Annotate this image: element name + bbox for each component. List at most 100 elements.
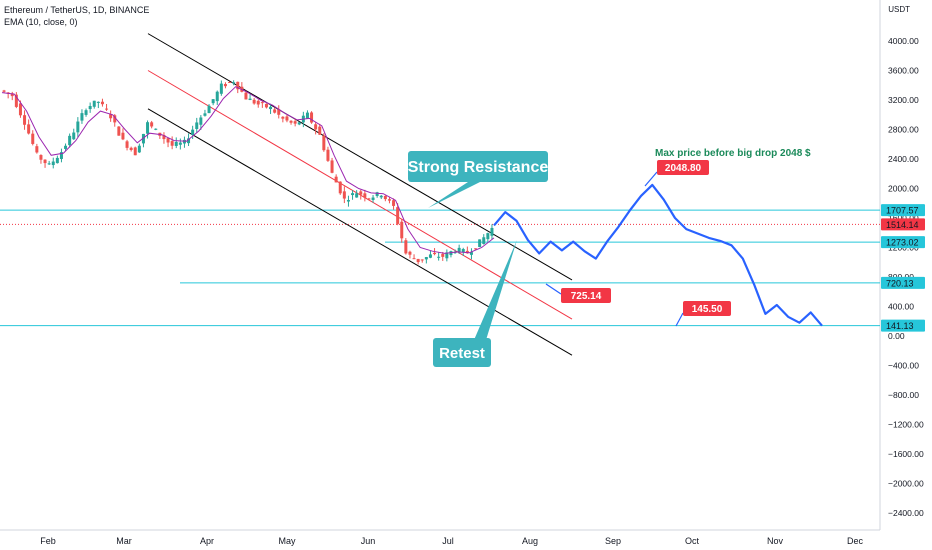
current-price-tag (881, 218, 925, 231)
candle-body (162, 135, 166, 140)
candle-body (469, 252, 473, 255)
candle-body (146, 122, 150, 134)
candle-body (314, 124, 318, 130)
retest-callout-text: Retest (439, 345, 485, 362)
candle-body (428, 254, 432, 258)
candle-body (207, 105, 211, 114)
candle-body (482, 237, 486, 244)
candle-body (404, 240, 408, 254)
x-tick-label-may: May (278, 536, 296, 546)
candle-body (76, 121, 80, 133)
candle-body (269, 106, 273, 110)
candle-body (379, 195, 383, 198)
candle-body (109, 114, 113, 119)
candle-body (228, 81, 232, 83)
candle-body (367, 198, 371, 200)
candle-body (363, 193, 367, 198)
candle-body (260, 102, 264, 104)
candle-body (174, 141, 178, 146)
candle-body (100, 101, 104, 105)
candle-body (424, 257, 428, 260)
candle-body (23, 115, 27, 125)
candle-body (92, 100, 96, 107)
candle-body (322, 135, 326, 151)
candle-body (371, 197, 375, 200)
max-price-note: Max price before big drop 2048 $ (655, 148, 811, 159)
x-tick-label-jul: Jul (442, 536, 454, 546)
x-tick-label-apr: Apr (200, 536, 214, 546)
candle-body (293, 121, 297, 124)
candle-body (383, 195, 387, 200)
candle-body (18, 103, 22, 116)
candle-body (133, 147, 137, 156)
candle-body (215, 91, 219, 102)
candle-body (445, 252, 449, 259)
candle-body (305, 112, 309, 119)
candle-body (170, 141, 174, 146)
candle-body (400, 221, 404, 239)
y-tick-label: −800.00 (888, 390, 919, 400)
x-tick-label-jun: Jun (361, 536, 376, 546)
y-tick-label: 0.00 (888, 331, 905, 341)
candle-body (396, 207, 400, 224)
candle-body (346, 200, 350, 202)
candle-body (461, 249, 465, 253)
candle-body (375, 192, 379, 196)
x-tick-label-feb: Feb (40, 536, 56, 546)
candle-body (420, 259, 424, 261)
candle-body (310, 112, 314, 123)
x-tick-label-dec: Dec (847, 536, 864, 546)
price-label-pointer (644, 171, 658, 187)
price-label-box (657, 160, 709, 175)
candle-body (166, 138, 170, 143)
candle-body (281, 116, 285, 119)
candle-body (236, 81, 240, 90)
y-tick-label: −2000.00 (888, 479, 924, 489)
resistance-callout-text: Strong Resistance (408, 159, 549, 176)
candle-body (14, 94, 18, 107)
y-tick-label: 3600.00 (888, 66, 919, 76)
symbol-title: Ethereum / TetherUS, 1D, BINANCE (4, 5, 150, 15)
price-label-box (683, 301, 731, 316)
y-tick-label: −400.00 (888, 361, 919, 371)
candle-body (178, 142, 182, 145)
candle-body (59, 152, 63, 159)
price-label-text: 145.50 (692, 304, 723, 315)
candle-body (129, 147, 133, 151)
candle-body (182, 139, 186, 144)
candle-body (80, 113, 84, 121)
candle-body (203, 113, 207, 116)
y-tick-label: −1200.00 (888, 420, 924, 430)
retest-callout-pointer (474, 240, 517, 340)
candle-body (10, 93, 14, 97)
level-price-tag (881, 204, 925, 217)
chart-legend: Ethereum / TetherUS, 1D, BINANCE EMA (10… (4, 4, 149, 28)
candle-body (43, 159, 47, 164)
candle-body (256, 100, 260, 105)
candle-body (88, 106, 92, 110)
y-tick-label: −1600.00 (888, 449, 924, 459)
candle-body (351, 193, 355, 196)
candle-body (137, 145, 141, 153)
level-price-label: 1707.57 (886, 206, 919, 216)
candle-body (297, 122, 301, 125)
currency-unit: USDT (888, 5, 910, 14)
resistance-callout-pointer (428, 182, 480, 208)
candle-body (51, 161, 55, 166)
indicator-label: EMA (10, close, 0) (4, 17, 78, 27)
x-tick-label-oct: Oct (685, 536, 700, 546)
level-price-tag (881, 276, 925, 289)
candle-body (334, 176, 338, 183)
candle-body (392, 200, 396, 206)
candle-body (277, 109, 281, 115)
candle-body (416, 258, 420, 263)
candle-body (150, 122, 154, 127)
candle-body (121, 132, 125, 140)
candle-body (84, 110, 88, 115)
candle-body (252, 99, 256, 104)
level-price-label: 141.13 (886, 321, 914, 331)
candle-body (457, 247, 461, 253)
x-tick-label-aug: Aug (522, 536, 538, 546)
y-tick-label: 2800.00 (888, 125, 919, 135)
